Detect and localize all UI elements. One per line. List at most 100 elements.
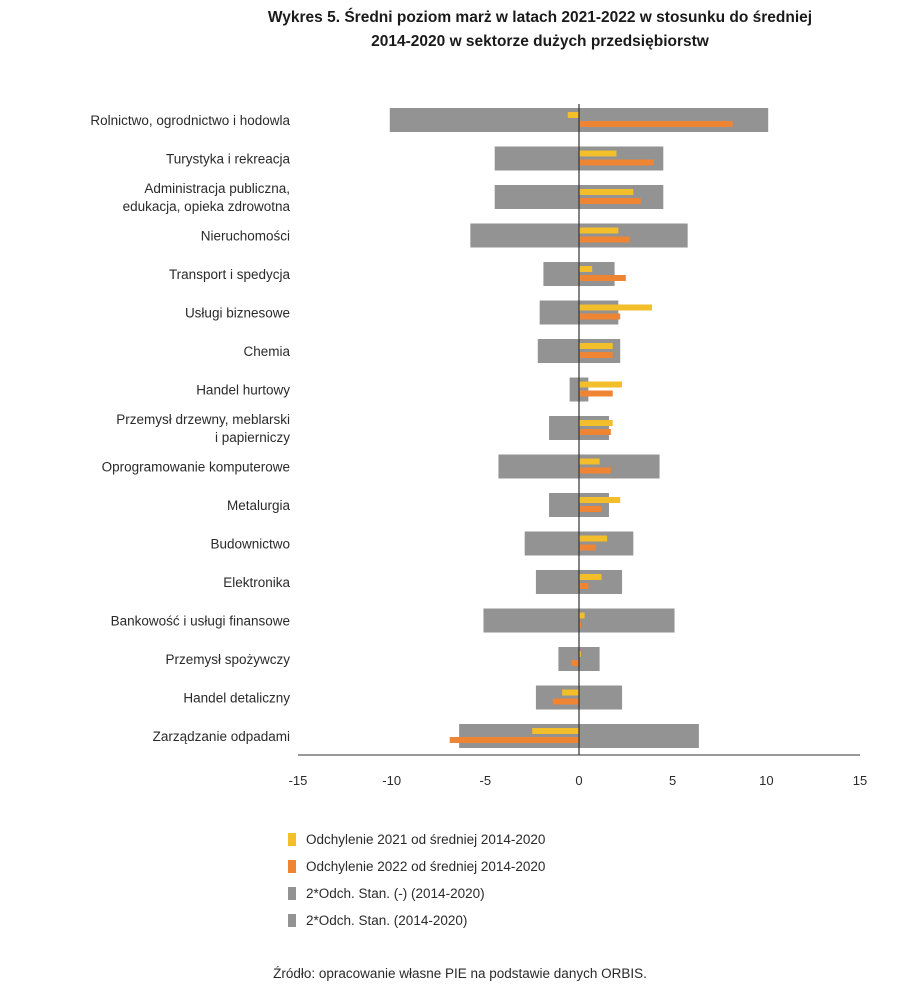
- bar-deviation-2021: [579, 497, 621, 503]
- chart-title-line-1: Wykres 5. Średni poziom marż w latach 20…: [267, 9, 813, 26]
- x-tick-label: -10: [382, 773, 401, 788]
- category-label: Oprogramowanie komputerowe: [102, 460, 290, 475]
- legend-label: 2*Odch. Stan. (-) (2014-2020): [306, 886, 485, 901]
- category-label: Elektronika: [223, 575, 290, 590]
- bar-std-negative: [543, 262, 579, 286]
- legend-item: 2*Odch. Stan. (2014-2020): [288, 907, 545, 934]
- bar-deviation-2022: [579, 390, 613, 397]
- source-note: Źródło: opracowanie własne PIE na podsta…: [273, 966, 647, 981]
- bar-deviation-2021: [579, 381, 623, 388]
- chart-title: Wykres 5. Średni poziom marż w latach 20…: [0, 6, 920, 54]
- bar-deviation-2022: [579, 159, 654, 166]
- bar-deviation-2021: [579, 420, 613, 426]
- bar-deviation-2021: [579, 612, 585, 619]
- legend-item: Odchylenie 2021 od średniej 2014-2020: [288, 826, 545, 853]
- bar-deviation-2021: [579, 458, 600, 465]
- category-label: Przemysł drzewny, meblarski i papierniczy: [116, 412, 290, 445]
- bar-std-positive: [579, 493, 609, 517]
- bar-deviation-2022: [579, 275, 626, 281]
- chart-legend: Odchylenie 2021 od średniej 2014-2020 Odc…: [288, 826, 545, 934]
- bar-std-positive: [579, 608, 675, 633]
- bar-deviation-2021: [579, 343, 613, 349]
- bar-std-negative: [459, 724, 579, 748]
- bar-std-positive: [579, 377, 589, 402]
- category-label: Turystyka i rekreacja: [166, 152, 291, 167]
- bar-deviation-2021: [567, 112, 579, 118]
- bar-deviation-2021: [579, 150, 617, 157]
- category-label: Usługi biznesowe: [185, 306, 290, 321]
- legend-label: Odchylenie 2021 od średniej 2014-2020: [306, 832, 546, 847]
- x-tick-label: -15: [289, 773, 308, 788]
- bar-std-negative: [549, 493, 579, 517]
- bar-deviation-2021: [579, 266, 593, 272]
- bar-std-negative: [558, 647, 579, 671]
- bar-deviation-2022: [552, 698, 579, 705]
- bar-deviation-2022: [579, 544, 596, 551]
- category-label: Budownictwo: [210, 537, 290, 552]
- bar-std-positive: [579, 146, 664, 171]
- category-label: Handel detaliczny: [183, 691, 290, 706]
- bar-std-positive: [579, 531, 634, 556]
- category-label: Transport i spedycja: [169, 267, 291, 282]
- bar-deviation-2021: [532, 728, 579, 734]
- bar-deviation-2021: [579, 189, 634, 195]
- bar-deviation-2021: [579, 574, 602, 580]
- bar-deviation-2022: [449, 737, 579, 743]
- x-tick-label: 15: [853, 773, 867, 788]
- bar-deviation-2021: [579, 227, 619, 234]
- bar-deviation-2022: [579, 583, 589, 589]
- category-label: Rolnictwo, ogrodnictwo i hodowla: [90, 113, 290, 128]
- bar-std-negative: [494, 146, 579, 171]
- bar-std-negative: [535, 685, 579, 710]
- category-label: Przemysł spożywczy: [165, 652, 290, 667]
- bar-std-positive: [579, 262, 615, 286]
- x-tick-label: 0: [575, 773, 582, 788]
- category-label: Zarządzanie odpadami: [153, 729, 290, 744]
- bar-deviation-2022: [571, 660, 579, 666]
- legend-item: Odchylenie 2022 od średniej 2014-2020: [288, 853, 545, 880]
- bar-deviation-2022: [579, 121, 733, 127]
- bar-deviation-2022: [579, 429, 611, 435]
- bar-deviation-2022: [579, 352, 613, 358]
- bar-deviation-2021: [579, 304, 653, 311]
- bar-std-positive: [579, 223, 688, 248]
- bar-std-negative: [470, 223, 579, 248]
- bar-std-negative: [524, 531, 579, 556]
- x-tick-label: -5: [480, 773, 492, 788]
- bar-deviation-2022: [579, 313, 621, 320]
- bar-std-negative: [549, 416, 579, 440]
- bar-std-negative: [483, 608, 579, 633]
- bar-std-positive: [579, 724, 699, 748]
- x-tick-label: 5: [669, 773, 676, 788]
- legend-swatch: [288, 914, 296, 927]
- category-label: Nieruchomości: [201, 229, 290, 244]
- bar-std-positive: [579, 570, 623, 594]
- bar-std-positive: [579, 454, 660, 479]
- legend-item: 2*Odch. Stan. (-) (2014-2020): [288, 880, 545, 907]
- bar-deviation-2021: [562, 689, 579, 696]
- legend-swatch: [288, 887, 296, 900]
- bar-std-negative: [535, 570, 579, 594]
- bar-std-positive: [579, 185, 664, 209]
- bar-std-negative: [389, 108, 579, 132]
- bar-std-negative: [494, 185, 579, 209]
- category-label: Chemia: [243, 344, 290, 359]
- bar-std-negative: [539, 300, 579, 325]
- bar-std-positive: [579, 108, 769, 132]
- bar-deviation-2021: [579, 651, 581, 657]
- bar-std-negative: [537, 339, 579, 363]
- legend-swatch: [288, 860, 296, 873]
- x-tick-label: 10: [759, 773, 773, 788]
- bar-std-positive: [579, 685, 623, 710]
- bar-std-positive: [579, 300, 619, 325]
- bar-deviation-2022: [579, 236, 630, 243]
- bar-std-positive: [579, 647, 600, 671]
- category-label: Bankowość i usługi finansowe: [111, 614, 290, 629]
- bar-std-positive: [579, 339, 621, 363]
- category-label: Handel hurtowy: [196, 383, 290, 398]
- category-label: Administracja publiczna, edukacja, opieka…: [123, 181, 291, 214]
- bar-deviation-2021: [579, 535, 608, 542]
- category-label: Metalurgia: [227, 498, 291, 513]
- legend-swatch: [288, 833, 296, 846]
- chart-plot: Rolnictwo, ogrodnictwo i hodowla Turystyk…: [90, 104, 867, 788]
